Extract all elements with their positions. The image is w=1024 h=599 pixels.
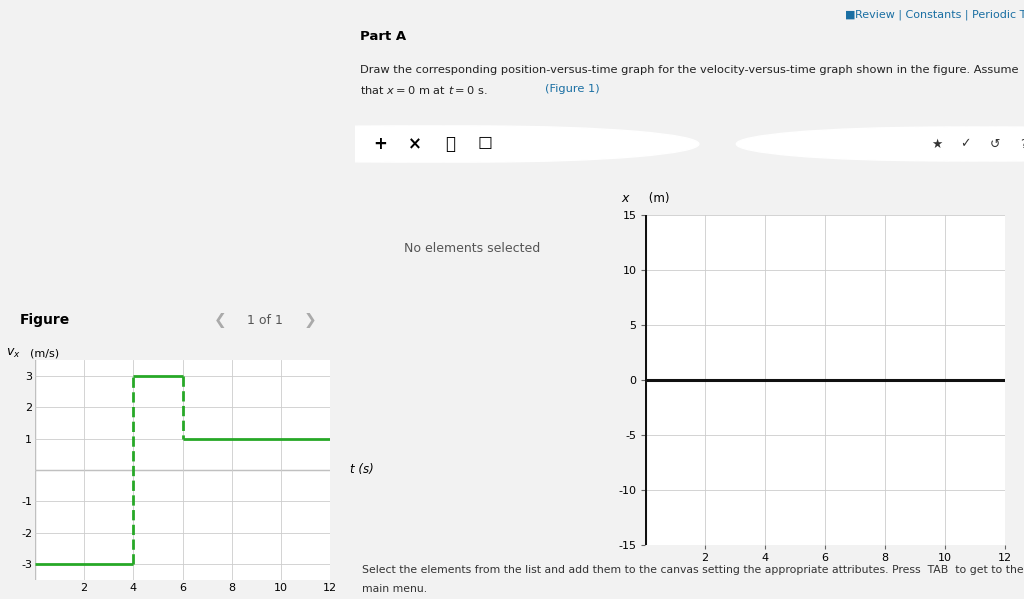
Text: Part A: Part A: [360, 30, 407, 43]
Text: Review | Constants | Periodic Table: Review | Constants | Periodic Table: [855, 10, 1024, 20]
Text: Select the elements from the list and add them to the canvas setting the appropr: Select the elements from the list and ad…: [361, 565, 1023, 576]
Text: No elements selected: No elements selected: [404, 242, 541, 255]
Text: ★: ★: [932, 138, 943, 150]
Circle shape: [794, 127, 1024, 161]
Text: that $x = 0$ m at $t = 0$ s.: that $x = 0$ m at $t = 0$ s.: [360, 84, 493, 96]
Text: $x$: $x$: [621, 192, 631, 205]
Text: main menu.: main menu.: [361, 584, 427, 594]
Text: 1 of 1: 1 of 1: [247, 313, 283, 326]
Text: (Figure 1): (Figure 1): [545, 84, 600, 94]
Text: ❮: ❮: [214, 313, 226, 328]
Text: (m): (m): [645, 192, 670, 205]
Circle shape: [270, 126, 698, 162]
Text: ✓: ✓: [961, 138, 971, 150]
Text: $v_x$: $v_x$: [5, 347, 20, 360]
Circle shape: [765, 127, 1024, 161]
Text: Figure: Figure: [20, 313, 71, 327]
Circle shape: [822, 127, 1024, 161]
Text: Draw the corresponding position-versus-time graph for the velocity-versus-time g: Draw the corresponding position-versus-t…: [360, 65, 1019, 75]
Text: ⯬: ⯬: [445, 135, 455, 153]
Circle shape: [201, 126, 630, 162]
Text: ×: ×: [409, 135, 422, 153]
Text: (m/s): (m/s): [30, 349, 59, 359]
Circle shape: [236, 126, 665, 162]
Circle shape: [736, 127, 1024, 161]
Text: ↺: ↺: [989, 138, 999, 150]
Text: t (s): t (s): [349, 464, 374, 476]
Text: ■: ■: [845, 10, 859, 20]
Text: ?: ?: [1020, 138, 1024, 150]
Text: ☐: ☐: [477, 135, 493, 153]
Text: +: +: [374, 135, 387, 153]
Text: ❯: ❯: [304, 313, 316, 328]
Circle shape: [166, 126, 595, 162]
